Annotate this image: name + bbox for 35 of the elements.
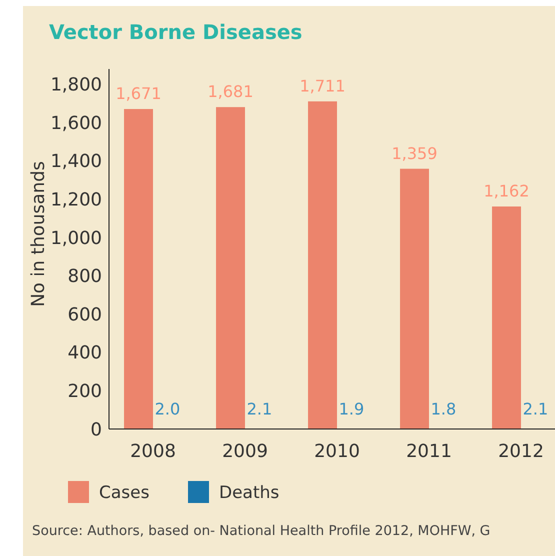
data-label: 1.9 [338,400,364,419]
y-tick-label: 1,200 [50,190,102,211]
x-tick-label: 2010 [314,441,360,462]
x-tick-label: 2012 [498,441,544,462]
data-label: 1.8 [430,400,456,419]
data-label: 1,681 [208,82,254,102]
x-tick-label: 2009 [222,441,268,462]
legend-label: Deaths [219,482,280,503]
x-tick-label: 2008 [130,441,176,462]
data-label: 1,359 [392,144,438,163]
bar [216,107,245,429]
bar [492,206,521,429]
bar [400,168,429,429]
y-tick-label: 200 [68,381,102,402]
y-tick-label: 400 [68,342,102,364]
data-label: 2.1 [522,400,548,419]
x-tick-label: 2011 [406,441,452,462]
data-label: 2.0 [154,400,180,419]
source-note: Source: Authors, based on- National Health Profile 2012, MOHFW, G [32,523,490,539]
data-label: 2.1 [246,400,272,419]
data-label: 1,162 [484,181,530,200]
y-tick-label: 800 [68,266,102,288]
bar [124,109,153,429]
data-label: 1,711 [300,76,346,96]
y-tick-label: 600 [68,304,102,326]
legend-label: Cases [99,482,150,503]
y-tick-label: 0 [90,419,102,440]
data-label: 1,671 [116,84,162,104]
bar [308,101,337,429]
y-tick-label: 1,400 [50,151,102,172]
chart-title: Vector Borne Diseases [49,20,302,44]
y-tick-label: 1,000 [50,228,102,249]
y-axis-title: No in thousands [28,161,49,307]
y-tick-label: 1,600 [50,112,102,134]
y-tick-label: 1,800 [50,74,102,96]
